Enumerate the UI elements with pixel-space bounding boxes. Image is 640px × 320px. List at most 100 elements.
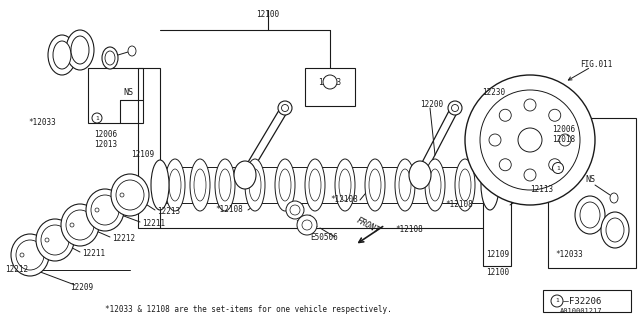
Ellipse shape	[48, 35, 76, 75]
Text: 12109: 12109	[131, 150, 155, 159]
Ellipse shape	[249, 169, 261, 201]
Ellipse shape	[459, 169, 471, 201]
Ellipse shape	[169, 169, 181, 201]
Circle shape	[489, 134, 501, 146]
Circle shape	[92, 113, 102, 123]
Ellipse shape	[190, 159, 210, 211]
Text: FRONT: FRONT	[355, 216, 381, 236]
Text: 12100: 12100	[486, 268, 509, 277]
Text: *12108: *12108	[445, 200, 473, 209]
Ellipse shape	[66, 30, 94, 70]
Circle shape	[465, 75, 595, 205]
Text: 1: 1	[95, 116, 99, 121]
Ellipse shape	[11, 234, 49, 276]
Ellipse shape	[16, 240, 44, 270]
Ellipse shape	[339, 169, 351, 201]
Text: 12212: 12212	[112, 234, 135, 243]
Circle shape	[551, 295, 563, 307]
Bar	[548, 118, 636, 268]
Ellipse shape	[575, 196, 605, 234]
Text: 12113: 12113	[319, 78, 342, 87]
Ellipse shape	[286, 201, 304, 219]
Ellipse shape	[606, 218, 624, 242]
Ellipse shape	[128, 46, 136, 56]
Text: *12033: *12033	[555, 250, 583, 259]
Text: E50506: E50506	[310, 233, 338, 242]
Text: 12006: 12006	[552, 125, 575, 134]
Bar	[88, 68, 143, 123]
Ellipse shape	[282, 105, 289, 111]
Ellipse shape	[481, 160, 499, 210]
Ellipse shape	[61, 204, 99, 246]
Ellipse shape	[610, 193, 618, 203]
Ellipse shape	[601, 212, 629, 248]
Text: FIG.011: FIG.011	[580, 60, 612, 69]
Circle shape	[524, 99, 536, 111]
Text: *12033 & 12108 are the set-items for one vehicle respectively.: *12033 & 12108 are the set-items for one…	[105, 305, 392, 314]
Ellipse shape	[102, 47, 118, 69]
Circle shape	[45, 238, 49, 242]
Bar	[138, 68, 160, 228]
Circle shape	[499, 109, 511, 121]
Ellipse shape	[429, 169, 441, 201]
Text: *12108: *12108	[395, 225, 423, 234]
Text: *12108: *12108	[330, 195, 358, 204]
Text: 12209: 12209	[70, 283, 93, 292]
Ellipse shape	[451, 105, 458, 111]
Ellipse shape	[53, 41, 71, 69]
Circle shape	[548, 159, 561, 171]
Ellipse shape	[309, 169, 321, 201]
Ellipse shape	[305, 159, 325, 211]
Circle shape	[524, 169, 536, 181]
Text: F32206: F32206	[569, 297, 601, 306]
Ellipse shape	[219, 169, 231, 201]
Ellipse shape	[41, 225, 69, 255]
Text: NS: NS	[585, 175, 595, 184]
Circle shape	[499, 159, 511, 171]
Text: 12100: 12100	[257, 10, 280, 19]
Text: 12230: 12230	[482, 88, 505, 97]
Ellipse shape	[365, 159, 385, 211]
Text: 12200: 12200	[420, 100, 443, 109]
Text: 12211: 12211	[142, 219, 165, 228]
Circle shape	[297, 215, 317, 235]
Ellipse shape	[399, 169, 411, 201]
Ellipse shape	[455, 159, 475, 211]
Text: 12211: 12211	[82, 249, 105, 258]
Text: 12006: 12006	[95, 130, 118, 139]
Ellipse shape	[111, 174, 149, 216]
Text: 1: 1	[555, 299, 559, 303]
Ellipse shape	[151, 160, 169, 210]
Text: A010001217: A010001217	[560, 308, 602, 314]
Text: 12213: 12213	[157, 207, 180, 216]
Circle shape	[323, 75, 337, 89]
Ellipse shape	[395, 159, 415, 211]
Circle shape	[120, 193, 124, 197]
Ellipse shape	[245, 159, 265, 211]
Ellipse shape	[215, 159, 235, 211]
Ellipse shape	[66, 210, 94, 240]
Ellipse shape	[580, 202, 600, 228]
Text: 12013: 12013	[95, 140, 118, 149]
Text: 13021: 13021	[295, 220, 318, 229]
Text: 12018: 12018	[552, 135, 575, 144]
Ellipse shape	[369, 169, 381, 201]
Text: *12033: *12033	[28, 118, 56, 127]
Ellipse shape	[335, 159, 355, 211]
Circle shape	[559, 134, 571, 146]
Circle shape	[302, 220, 312, 230]
Ellipse shape	[275, 159, 295, 211]
Ellipse shape	[116, 180, 144, 210]
Ellipse shape	[71, 36, 89, 64]
Circle shape	[480, 90, 580, 190]
Bar	[305, 68, 355, 106]
Ellipse shape	[86, 189, 124, 231]
Circle shape	[20, 253, 24, 257]
Circle shape	[548, 109, 561, 121]
Ellipse shape	[425, 159, 445, 211]
Circle shape	[518, 128, 542, 152]
Ellipse shape	[105, 51, 115, 65]
Ellipse shape	[448, 101, 462, 115]
Ellipse shape	[278, 101, 292, 115]
Ellipse shape	[165, 159, 185, 211]
